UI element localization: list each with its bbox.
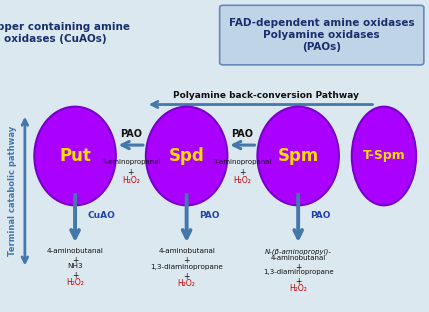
Text: 4-aminobutanal: 4-aminobutanal — [271, 255, 326, 261]
Text: +: + — [72, 271, 78, 280]
Text: FAD-dependent amine oxidases
Polyamine oxidases
(PAOs): FAD-dependent amine oxidases Polyamine o… — [229, 18, 414, 51]
Text: +: + — [239, 168, 245, 178]
Text: #4477aa: #4477aa — [10, 190, 16, 192]
Text: H₂O₂: H₂O₂ — [66, 278, 84, 287]
Ellipse shape — [34, 107, 116, 205]
Text: NH3: NH3 — [67, 263, 83, 269]
FancyBboxPatch shape — [220, 5, 424, 65]
Text: T-Spm: T-Spm — [363, 149, 405, 163]
Text: 3-aminopropanal: 3-aminopropanal — [213, 159, 272, 165]
Text: 4-aminobutanal: 4-aminobutanal — [158, 248, 215, 254]
Ellipse shape — [257, 107, 339, 205]
Text: 4-aminobutanal: 4-aminobutanal — [47, 248, 103, 254]
Text: +: + — [184, 256, 190, 266]
Text: 1,3-diaminopropane: 1,3-diaminopropane — [150, 264, 223, 270]
Text: Put: Put — [59, 147, 91, 165]
Text: Spm: Spm — [278, 147, 319, 165]
Text: Polyamine back-conversion Pathway: Polyamine back-conversion Pathway — [173, 91, 359, 100]
Text: +: + — [295, 263, 301, 272]
Text: 3-aminopropanal: 3-aminopropanal — [101, 159, 160, 165]
Text: H₂O₂: H₂O₂ — [289, 284, 307, 293]
Text: +: + — [72, 256, 78, 266]
Text: H₂O₂: H₂O₂ — [122, 176, 140, 185]
Text: N-(β-aminopropyl)-: N-(β-aminopropyl)- — [265, 248, 332, 255]
Text: +: + — [128, 168, 134, 178]
Text: PAO: PAO — [199, 211, 220, 220]
Ellipse shape — [352, 107, 416, 205]
Text: Spd: Spd — [169, 147, 205, 165]
Text: 1,3-diaminopropane: 1,3-diaminopropane — [263, 269, 333, 275]
Ellipse shape — [146, 107, 227, 205]
Text: H₂O₂: H₂O₂ — [178, 279, 196, 288]
Text: H₂O₂: H₂O₂ — [233, 176, 251, 185]
Text: +: + — [295, 277, 301, 286]
Text: Copper containing amine
oxidases (CuAOs): Copper containing amine oxidases (CuAOs) — [0, 22, 130, 44]
Text: Terminal catabolic pathway: Terminal catabolic pathway — [8, 126, 16, 256]
Text: PAO: PAO — [120, 129, 142, 139]
Text: CuAO: CuAO — [88, 211, 116, 220]
Text: +: + — [184, 272, 190, 281]
Text: PAO: PAO — [231, 129, 254, 139]
Text: PAO: PAO — [310, 211, 330, 220]
